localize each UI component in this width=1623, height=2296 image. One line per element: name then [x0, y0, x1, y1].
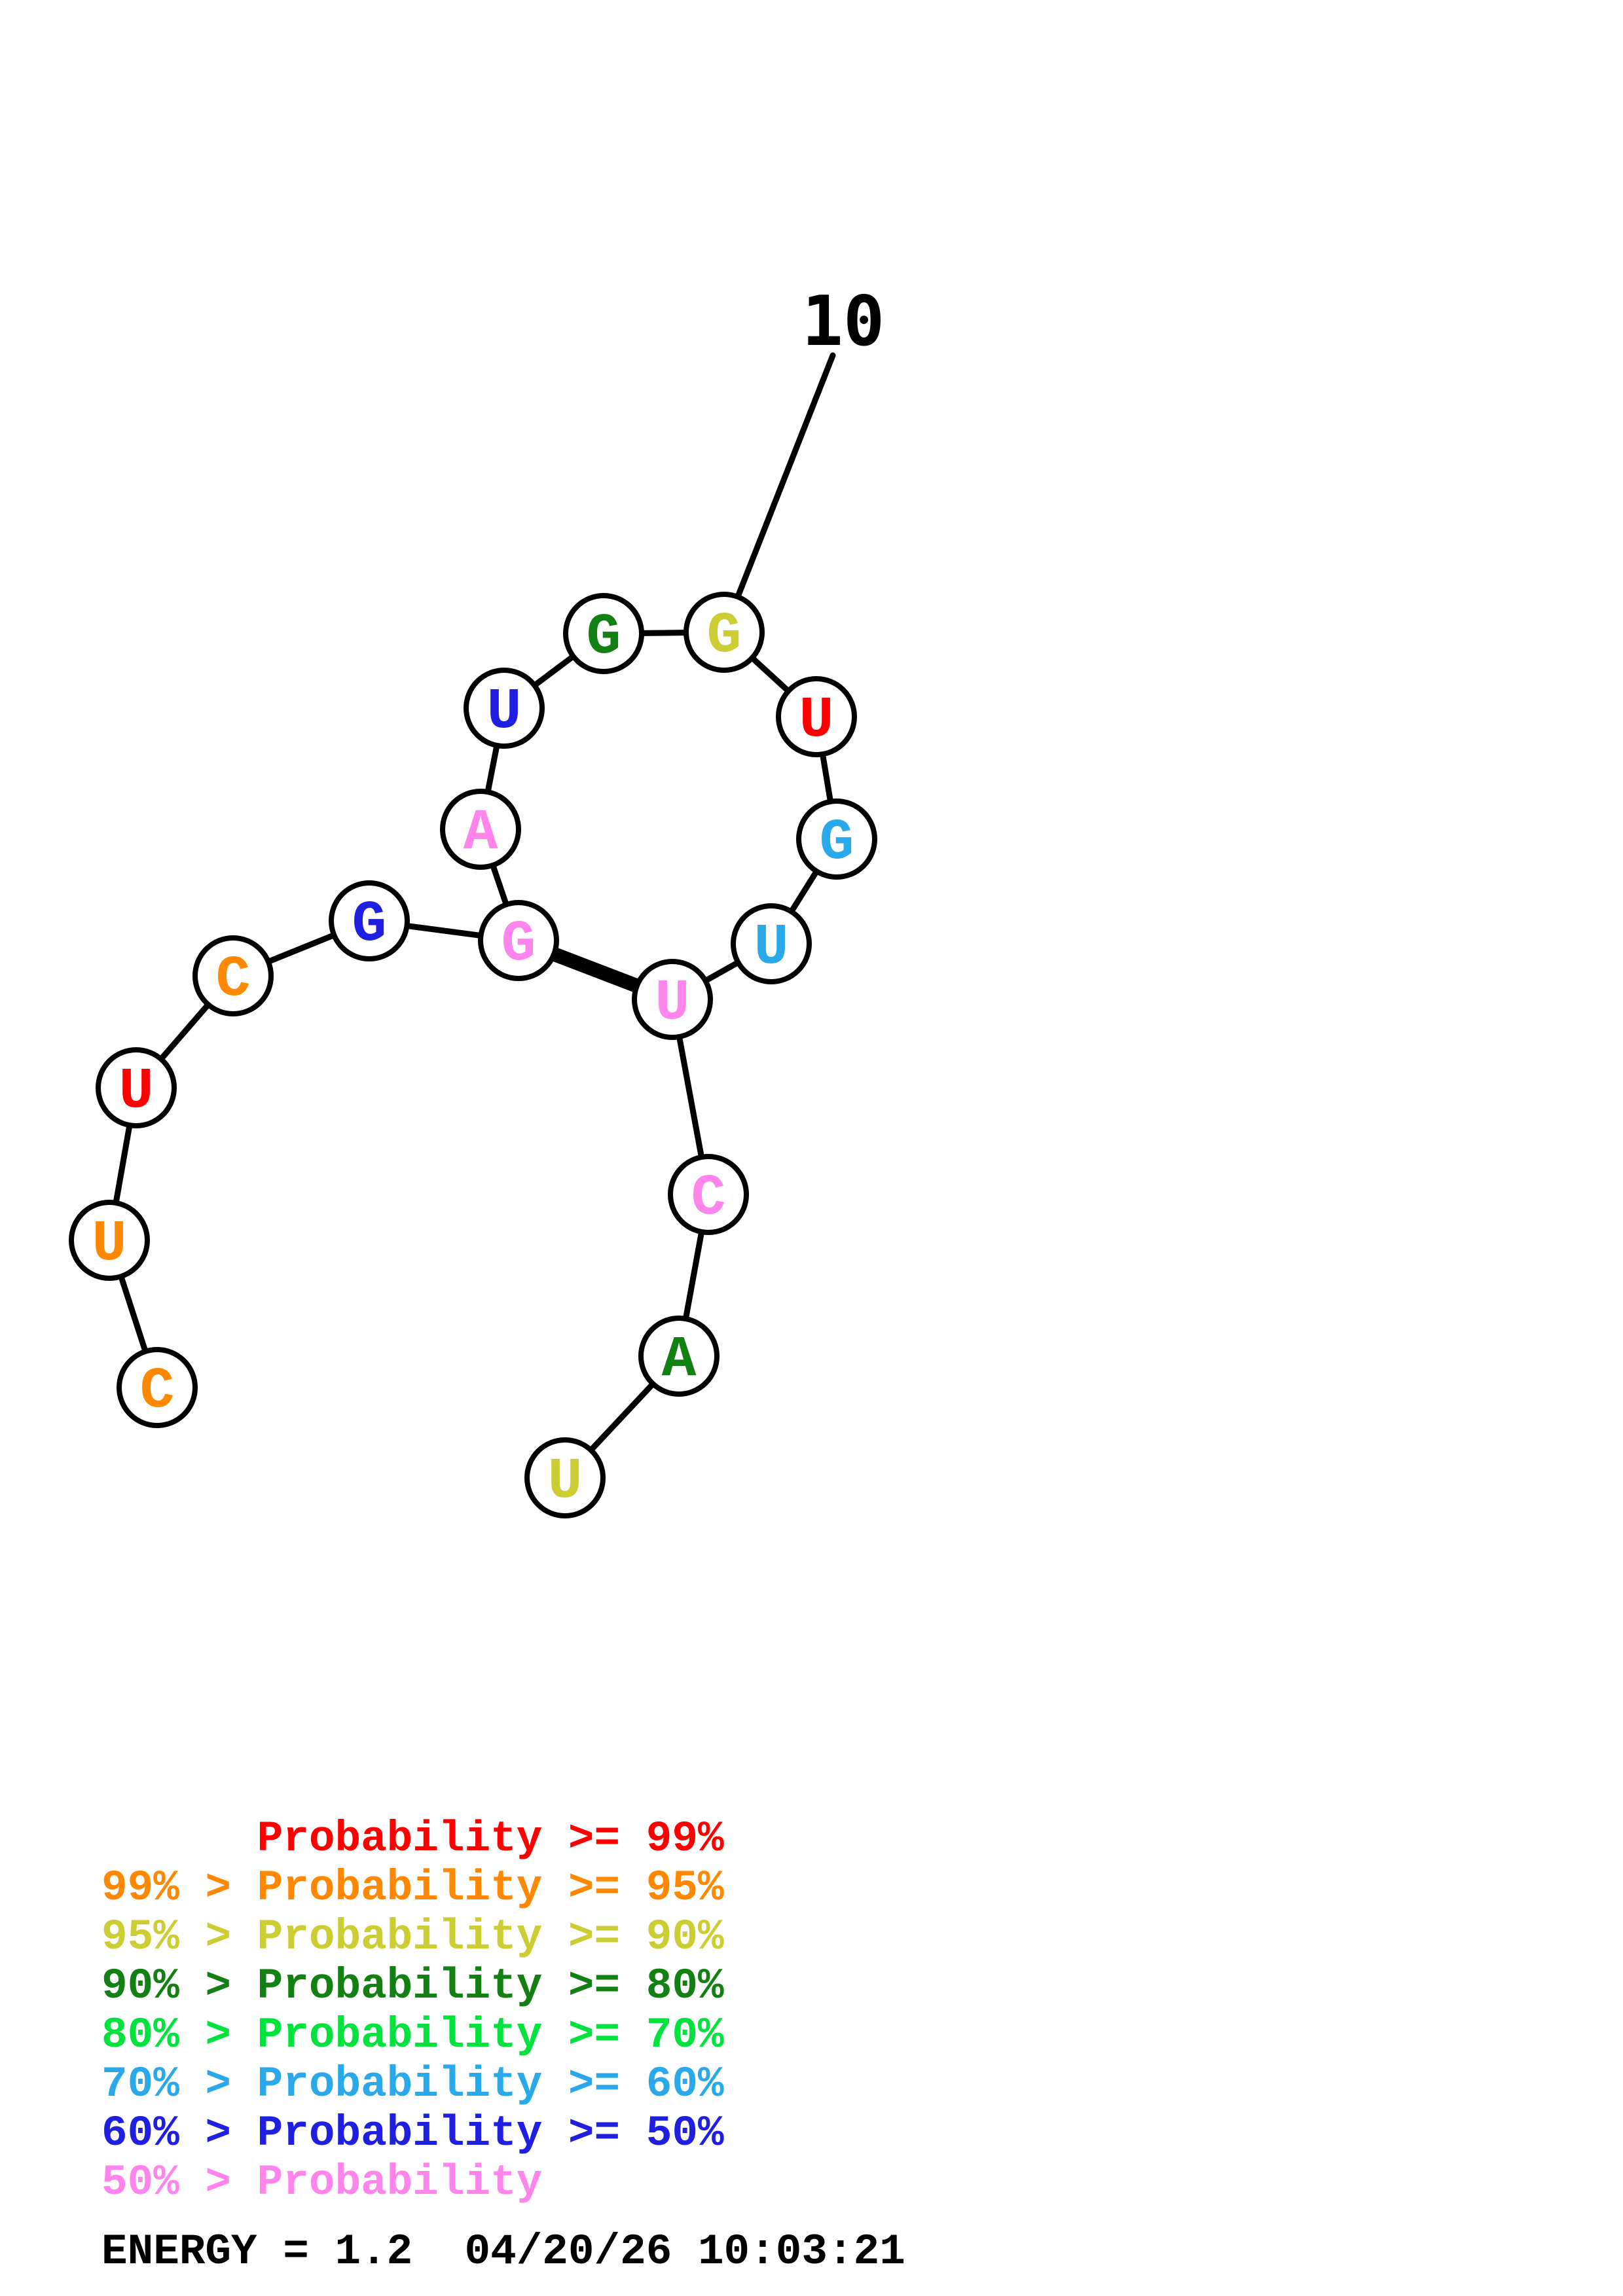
nucleotide-circle — [117, 1347, 198, 1428]
nucleotide-base-letter: U — [799, 689, 834, 753]
nucleotide-node-8: U — [464, 668, 545, 749]
position-label-line — [735, 352, 836, 598]
nucleotide-base-letter: U — [92, 1212, 127, 1277]
nucleotide-circle — [478, 900, 559, 981]
sequence-position-label: 10 — [802, 281, 884, 361]
nucleotide-circle — [796, 798, 877, 880]
nucleotide-base-letter: U — [754, 916, 789, 980]
nucleotide-node-1: C — [117, 1347, 198, 1428]
backbone-link-16-17 — [589, 1382, 655, 1452]
legend-item-6: 70% > Probability >= 60% — [101, 2060, 724, 2109]
nucleotide-circle — [684, 592, 765, 673]
nucleotide-node-11: U — [776, 676, 857, 757]
nucleotide-base-letter: C — [691, 1166, 726, 1231]
backbone-link-1-2 — [119, 1276, 148, 1352]
legend-item-7: 60% > Probability >= 50% — [101, 2109, 724, 2158]
nucleotide-base-letter: G — [707, 604, 742, 669]
nucleotide-circle — [96, 1047, 177, 1128]
legend-item-2: 99% > Probability >= 95% — [101, 1863, 724, 1912]
nucleotide-node-2: U — [69, 1200, 150, 1281]
nucleotide-base-letter: C — [216, 948, 251, 1013]
backbone-link-11-12 — [820, 753, 833, 802]
energy-status-line: ENERGY = 1.2 04/20/26 10:03:21 — [101, 2227, 905, 2276]
nucleotide-base-letter: A — [464, 801, 498, 866]
backbone-link-5-6 — [406, 923, 482, 939]
nucleotide-circle — [632, 959, 713, 1040]
legend-item-5: 80% > Probability >= 70% — [101, 2011, 724, 2060]
nucleotide-circle — [563, 593, 644, 674]
nucleotide-node-14: U — [632, 959, 713, 1040]
backbone-link-8-9 — [534, 655, 574, 687]
nucleotide-circle — [668, 1154, 749, 1235]
backbone-link-10-11 — [751, 656, 790, 692]
nucleotide-base-letter: U — [487, 680, 522, 745]
nucleotide-node-15: C — [668, 1154, 749, 1235]
nucleotide-base-letter: G — [501, 912, 536, 977]
nucleotide-base-letter: G — [820, 811, 854, 876]
nucleotide-node-9: G — [563, 593, 644, 674]
nucleotide-node-7: A — [440, 789, 521, 870]
backbone-link-15-16 — [683, 1231, 704, 1319]
nucleotide-base-letter: U — [119, 1060, 154, 1124]
backbone-link-2-3 — [113, 1124, 132, 1204]
legend-item-4: 90% > Probability >= 80% — [101, 1962, 724, 2011]
nucleotide-base-letter: C — [140, 1359, 175, 1424]
legend-item-8: 50% > Probability — [101, 2158, 543, 2207]
nucleotide-circle — [638, 1316, 720, 1397]
backbone-link-14-15 — [676, 1036, 704, 1158]
nucleotide-node-3: U — [96, 1047, 177, 1128]
nucleotide-node-4: C — [192, 935, 274, 1016]
legend-item-1: Probability >= 99% — [101, 1814, 724, 1863]
backbone-link-7-8 — [485, 745, 500, 793]
nucleotide-base-letter: U — [548, 1450, 583, 1515]
nucleotide-circle — [464, 668, 545, 749]
backbone-link-6-7 — [490, 865, 509, 905]
backbone-link-13-14 — [704, 960, 739, 983]
nucleotide-node-6: G — [478, 900, 559, 981]
nucleotide-base-letter: G — [587, 605, 621, 670]
base-pair-bond-6-14 — [550, 946, 641, 994]
nucleotide-circle — [192, 935, 274, 1016]
backbone-link-9-10 — [641, 630, 687, 636]
nucleotide-node-12: G — [796, 798, 877, 880]
backbone-link-4-5 — [267, 933, 335, 964]
nucleotide-node-16: A — [638, 1316, 720, 1397]
nucleotide-circle — [69, 1200, 150, 1281]
nucleotide-base-letter: A — [662, 1328, 697, 1393]
nucleotide-base-letter: G — [352, 893, 387, 958]
nucleotide-node-10: G — [684, 592, 765, 673]
nucleotide-circle — [440, 789, 521, 870]
nucleotide-circle — [776, 676, 857, 757]
nucleotide-node-13: U — [731, 903, 812, 984]
nucleotide-node-5: G — [329, 880, 410, 961]
nucleotide-circle — [329, 880, 410, 961]
nucleotide-base-letter: U — [655, 971, 690, 1036]
probability-legend: Probability >= 99% 99% > Probability >= 9… — [101, 1814, 724, 2207]
nucleotide-circle — [524, 1437, 606, 1518]
nucleotide-circle — [731, 903, 812, 984]
backbone-link-12-13 — [790, 870, 818, 912]
nucleotide-node-17: U — [524, 1437, 606, 1518]
backbone-link-3-4 — [160, 1003, 210, 1060]
legend-item-3: 95% > Probability >= 90% — [101, 1912, 724, 1962]
